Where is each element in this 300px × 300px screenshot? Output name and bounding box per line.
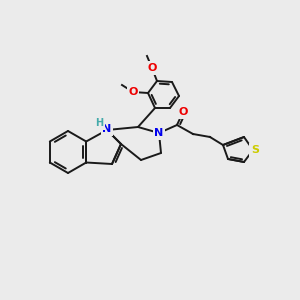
Text: N: N	[154, 128, 164, 138]
Text: O: O	[147, 63, 157, 73]
Text: H: H	[95, 118, 103, 128]
Text: O: O	[128, 87, 138, 97]
Text: N: N	[102, 124, 112, 134]
Text: O: O	[178, 107, 188, 117]
Text: S: S	[251, 145, 259, 155]
